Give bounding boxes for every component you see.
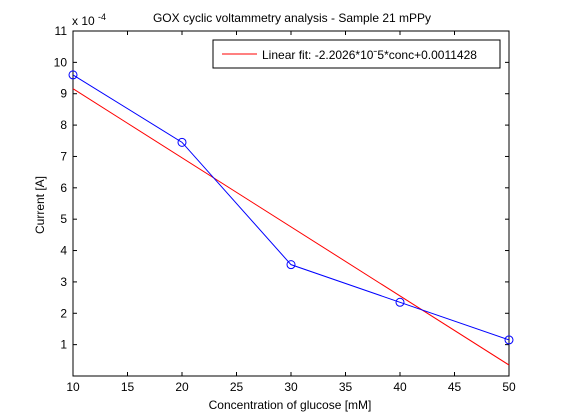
x-tick-label: 30: [284, 380, 298, 394]
plot-frame: [72, 30, 510, 377]
legend-fit-label: Linear fit: -2.2026*10ˉ5*conc+0.0011428: [262, 48, 477, 62]
x-tick-label: 35: [339, 380, 353, 394]
y-tick-label: 10: [54, 55, 68, 69]
data-point: [504, 335, 514, 345]
y-tick-label: 5: [60, 212, 67, 226]
x-axis-label: Concentration of glucose [mM]: [209, 398, 372, 412]
y-tick-label: 11: [55, 24, 68, 38]
x-tick-label: 10: [66, 380, 80, 394]
fit-line: [72, 88, 510, 366]
y-tick-label: 1: [60, 338, 67, 352]
data-line: [72, 74, 510, 341]
y-tick-label: 7: [60, 149, 67, 163]
data-point: [68, 70, 78, 80]
x-tick-label: 15: [121, 380, 135, 394]
y-tick-label: 9: [60, 87, 67, 101]
x-tick-label: 45: [448, 380, 462, 394]
data-point: [286, 260, 296, 270]
y-axis-multiplier-exponent: -4: [98, 12, 106, 22]
y-axis-multiplier: x 10 -4: [72, 12, 106, 28]
chart-title: GOX cyclic voltammetry analysis - Sample…: [153, 11, 431, 25]
y-tick-label: 4: [60, 244, 67, 258]
y-tick-label: 2: [60, 306, 67, 320]
x-tick-label: 50: [502, 380, 516, 394]
y-tick-label: 8: [60, 118, 67, 132]
y-tick-label: 6: [60, 181, 67, 195]
x-tick-label: 20: [175, 380, 189, 394]
legend: Linear fit: -2.2026*10ˉ5*conc+0.0011428: [212, 39, 501, 69]
x-axis-ticks: 10 15 20 25 30 35 40 45 50: [66, 31, 516, 394]
data-point: [177, 137, 187, 147]
y-axis-multiplier-base: x 10: [72, 14, 95, 28]
data-point: [395, 297, 405, 307]
y-tick-label: 3: [60, 275, 67, 289]
y-axis-label: Current [A]: [33, 176, 47, 234]
x-tick-label: 25: [230, 380, 244, 394]
x-tick-label: 40: [393, 380, 407, 394]
legend-box: [212, 39, 501, 69]
data-series: [68, 70, 514, 345]
fit-series: [72, 88, 510, 366]
y-axis-ticks: 1 2 3 4 5 6 7 8 9 10 11: [54, 24, 509, 352]
